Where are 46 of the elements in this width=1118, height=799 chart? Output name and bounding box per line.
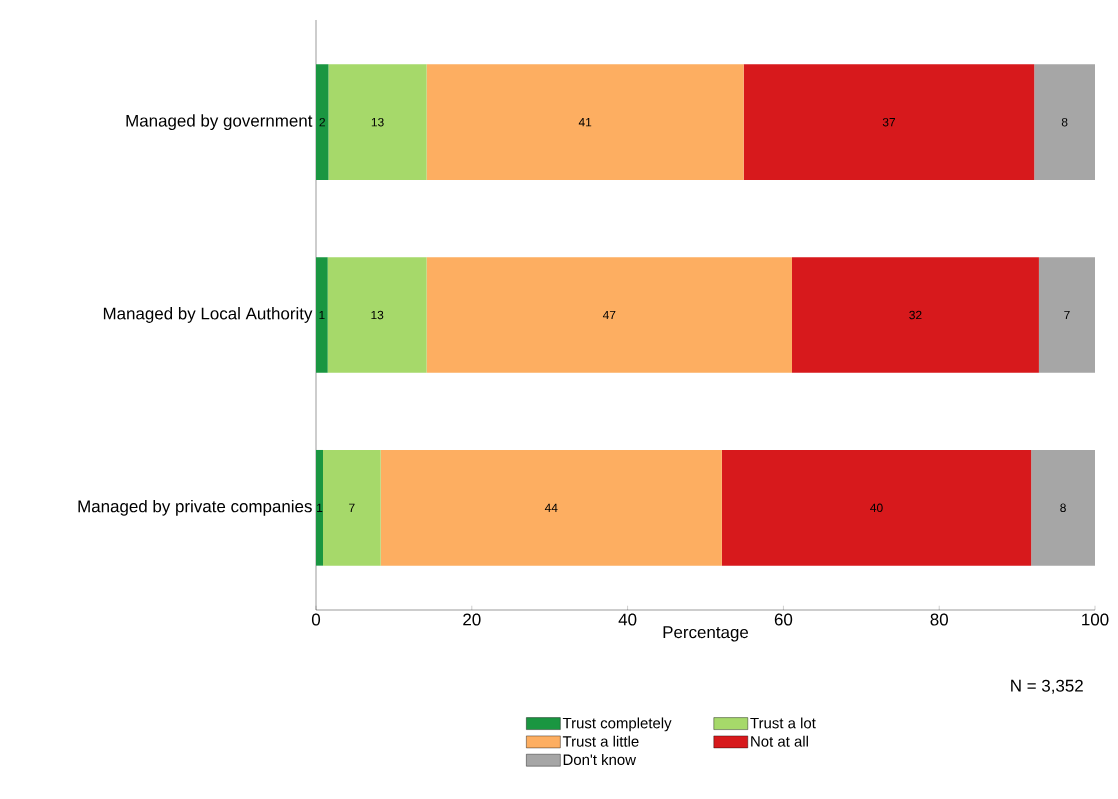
x-tick-label: 80	[930, 613, 948, 626]
bar	[743, 64, 1035, 181]
bar	[323, 449, 381, 566]
data-label: 2	[319, 118, 325, 127]
bar	[1038, 257, 1096, 373]
data-label: 32	[909, 310, 922, 320]
legend-label: Don't know	[563, 754, 637, 766]
legend-label: Not at all	[751, 735, 808, 747]
bar	[380, 449, 722, 566]
bar	[1034, 64, 1096, 181]
data-label: 13	[371, 117, 384, 127]
data-label: 1	[319, 310, 325, 320]
data-label: 13	[371, 310, 384, 320]
x-tick-label: 60	[774, 613, 793, 626]
x-tick-label: 100	[1082, 613, 1109, 626]
legend-label: Trust a lot	[750, 717, 816, 729]
y-tick-label: Managed by Local Authority	[103, 307, 313, 323]
data-label: 1	[317, 503, 323, 512]
data-label: 44	[544, 503, 558, 512]
bar	[1031, 449, 1096, 566]
data-label: 40	[870, 503, 883, 513]
bar	[426, 257, 792, 373]
data-label: 47	[602, 310, 616, 320]
data-label: 7	[1064, 310, 1070, 320]
bar	[328, 64, 427, 181]
legend-label: Trust completely	[562, 717, 672, 732]
x-tick-label: 0	[311, 613, 321, 626]
text: N = 3,352	[1011, 679, 1083, 694]
bar	[316, 64, 329, 181]
y-tick-label: Managed by private companies	[78, 499, 312, 516]
bar	[316, 257, 328, 373]
x-axis-title: Percentage	[663, 626, 749, 642]
data-label: 7	[349, 503, 355, 512]
data-label: 8	[1060, 503, 1066, 513]
data-label: 8	[1061, 117, 1068, 127]
legend-label: Trust a little	[562, 735, 639, 747]
bar	[316, 449, 324, 566]
bar	[327, 257, 427, 373]
y-tick-label: Managed by government	[126, 114, 313, 131]
bar	[721, 449, 1032, 566]
data-label: 41	[578, 118, 592, 127]
bar	[791, 257, 1039, 373]
x-tick-label: 40	[618, 613, 637, 626]
x-tick-label: 20	[463, 613, 481, 626]
bar	[426, 64, 744, 181]
data-label: 37	[882, 117, 896, 127]
